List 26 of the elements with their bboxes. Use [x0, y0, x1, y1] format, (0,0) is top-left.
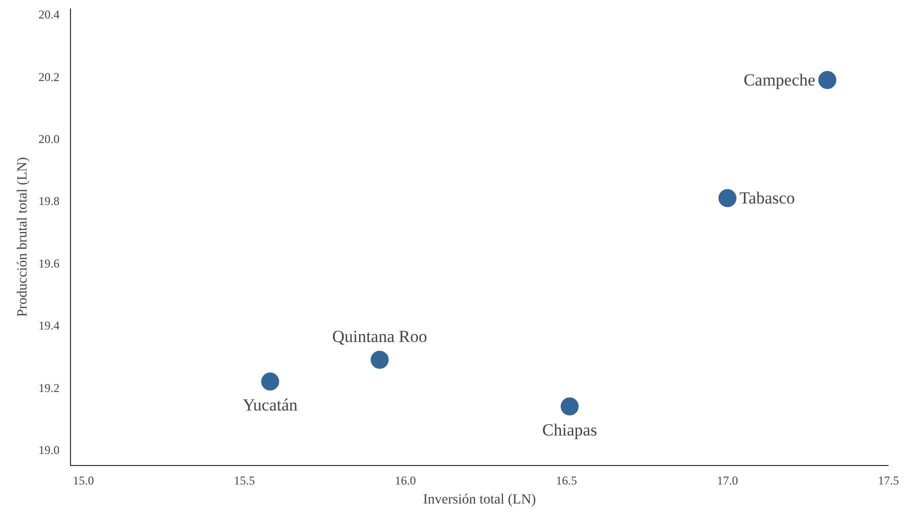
- y-tick-label: 20.2: [38, 70, 60, 84]
- point: [718, 189, 736, 208]
- x-tick-label: 16.5: [556, 474, 577, 488]
- y-tick-label: 20.4: [38, 8, 60, 22]
- y-tick-label: 19.4: [38, 318, 60, 333]
- annotation: Quintana Roo: [332, 326, 428, 346]
- annotation: Chiapas: [542, 420, 598, 440]
- y-tick-label: 19.2: [38, 380, 60, 395]
- y-tick-label: 19.8: [38, 194, 60, 208]
- x-tick-label: 17.0: [716, 474, 738, 488]
- annotation: Yucatán: [242, 396, 298, 415]
- annotation: Tabasco: [739, 188, 795, 208]
- x-tick-label: 15.5: [234, 474, 255, 488]
- point: [370, 350, 389, 369]
- annotation: Campeche: [744, 70, 816, 90]
- x-axis-title: Inversión total (LN): [423, 492, 536, 508]
- y-tick-label: 20.0: [38, 132, 60, 146]
- y-tick-label: 19.6: [38, 256, 60, 270]
- y-axis-title: Producción brutal total (LN): [16, 156, 30, 317]
- point: [560, 397, 579, 416]
- y-tick-label: 19.0: [38, 442, 60, 457]
- x-tick-label: 17.5: [878, 474, 899, 488]
- point: [261, 372, 280, 391]
- x-tick-label: 15.0: [72, 474, 94, 488]
- x-tick-label: 16.0: [394, 474, 416, 488]
- point: [818, 71, 836, 89]
